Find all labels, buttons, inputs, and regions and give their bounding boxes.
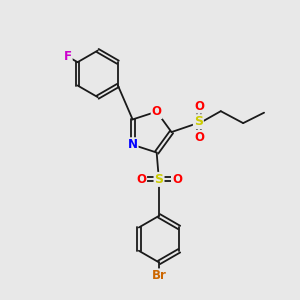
Text: Br: Br [152,269,166,282]
Text: S: S [194,115,203,128]
Text: S: S [154,173,164,186]
Text: O: O [195,100,205,112]
Text: F: F [64,50,72,63]
Text: O: O [152,105,162,118]
Text: O: O [195,131,205,144]
Text: O: O [136,173,146,186]
Text: O: O [172,173,182,186]
Text: N: N [128,138,138,151]
